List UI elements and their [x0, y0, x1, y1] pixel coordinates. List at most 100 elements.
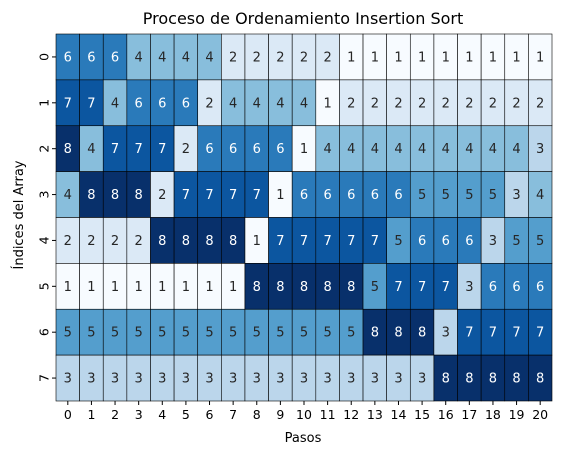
cell-value-label: 8 — [111, 188, 119, 203]
cell-value-label: 4 — [205, 50, 213, 65]
cell-value-label: 5 — [347, 326, 355, 341]
cell-value-label: 5 — [253, 326, 261, 341]
cell-value-label: 4 — [489, 142, 497, 157]
cell-value-label: 2 — [158, 188, 166, 203]
cell-value-label: 7 — [87, 96, 95, 111]
x-tick-label: 12 — [343, 407, 359, 422]
cell-value-label: 6 — [182, 96, 190, 111]
x-tick-label: 17 — [461, 407, 477, 422]
cell-value-label: 5 — [536, 234, 544, 249]
cell-value-label: 1 — [182, 280, 190, 295]
cell-value-label: 7 — [465, 326, 473, 341]
cell-value-label: 6 — [512, 280, 520, 295]
cell-value-label: 6 — [205, 142, 213, 157]
cell-value-label: 2 — [135, 234, 143, 249]
cell-value-label: 3 — [442, 326, 450, 341]
cell-value-label: 3 — [536, 142, 544, 157]
cell-value-label: 6 — [347, 188, 355, 203]
cell-value-label: 6 — [394, 188, 402, 203]
cell-value-label: 3 — [489, 234, 497, 249]
cell-value-label: 8 — [512, 372, 520, 387]
x-tick-label: 16 — [438, 407, 454, 422]
cell-value-label: 4 — [442, 142, 450, 157]
cell-value-label: 1 — [465, 50, 473, 65]
cell-value-label: 1 — [205, 280, 213, 295]
cell-value-label: 6 — [253, 142, 261, 157]
cell-value-label: 1 — [135, 280, 143, 295]
cell-value-label: 3 — [205, 372, 213, 387]
cell-value-label: 3 — [300, 372, 308, 387]
cell-value-label: 5 — [135, 326, 143, 341]
x-tick-label: 5 — [182, 407, 190, 422]
cell-value-label: 8 — [229, 234, 237, 249]
cell-value-label: 6 — [276, 142, 284, 157]
cell-value-label: 6 — [371, 188, 379, 203]
cell-value-label: 4 — [111, 96, 119, 111]
cell-value-label: 1 — [371, 50, 379, 65]
cell-value-label: 8 — [135, 188, 143, 203]
y-tick-label: 3 — [36, 191, 51, 199]
cell-value-label: 8 — [394, 326, 402, 341]
y-tick-label: 1 — [36, 99, 51, 107]
cell-value-label: 3 — [418, 372, 426, 387]
y-tick-label: 6 — [36, 328, 51, 336]
cell-value-label: 1 — [512, 50, 520, 65]
cell-value-label: 1 — [536, 50, 544, 65]
cell-value-label: 7 — [418, 280, 426, 295]
cell-value-label: 4 — [300, 96, 308, 111]
cell-value-label: 1 — [229, 280, 237, 295]
cell-value-label: 5 — [512, 234, 520, 249]
cell-value-label: 4 — [536, 188, 544, 203]
cell-value-label: 5 — [182, 326, 190, 341]
cell-value-label: 8 — [371, 326, 379, 341]
cell-value-label: 5 — [64, 326, 72, 341]
cell-value-label: 1 — [347, 50, 355, 65]
cell-value-label: 1 — [442, 50, 450, 65]
cell-value-label: 7 — [489, 326, 497, 341]
cell-value-label: 6 — [323, 188, 331, 203]
cell-value-label: 1 — [276, 188, 284, 203]
y-axis-ticks: 0 1 2 3 4 5 6 7 — [36, 53, 56, 382]
x-axis-ticks: 0 1 2 3 4 5 6 7 8 9 10 11 12 13 14 15 16 17 18 19 20 — [64, 401, 548, 422]
cell-value-label: 3 — [276, 372, 284, 387]
cell-value-label: 4 — [512, 142, 520, 157]
cell-value-label: 4 — [347, 142, 355, 157]
cell-value-label: 8 — [347, 280, 355, 295]
cell-value-label: 4 — [394, 142, 402, 157]
cell-value-label: 4 — [87, 142, 95, 157]
y-tick-label: 5 — [36, 282, 51, 290]
cell-value-label: 5 — [205, 326, 213, 341]
cell-value-label: 6 — [536, 280, 544, 295]
x-tick-label: 9 — [276, 407, 284, 422]
cell-value-label: 2 — [489, 96, 497, 111]
cell-value-label: 4 — [465, 142, 473, 157]
cell-value-label: 8 — [205, 234, 213, 249]
cell-value-label: 3 — [64, 372, 72, 387]
cell-value-label: 7 — [300, 234, 308, 249]
cell-value-label: 7 — [323, 234, 331, 249]
heatmap-cells: 6 6 6 4 4 4 4 2 2 2 2 2 1 1 1 1 1 1 1 1 17 7 4 6 6 6 2 4 4 4 4 1 2 2 2 2 2 2 2… — [55, 33, 553, 402]
cell-value-label: 4 — [323, 142, 331, 157]
cell-value-label: 8 — [87, 188, 95, 203]
cell-value-label: 7 — [64, 96, 72, 111]
cell-value-label: 6 — [135, 96, 143, 111]
cell-value-label: 6 — [87, 50, 95, 65]
x-tick-label: 1 — [87, 407, 95, 422]
cell-value-label: 6 — [64, 50, 72, 65]
cell-value-label: 5 — [300, 326, 308, 341]
cell-value-label: 4 — [182, 50, 190, 65]
cell-value-label: 1 — [111, 280, 119, 295]
x-tick-label: 11 — [320, 407, 336, 422]
cell-value-label: 2 — [300, 50, 308, 65]
x-tick-label: 6 — [206, 407, 214, 422]
cell-value-label: 8 — [64, 142, 72, 157]
cell-value-label: 2 — [418, 96, 426, 111]
cell-value-label: 8 — [442, 372, 450, 387]
cell-value-label: 2 — [253, 50, 261, 65]
cell-value-label: 5 — [371, 280, 379, 295]
cell-value-label: 6 — [111, 50, 119, 65]
cell-value-label: 7 — [253, 188, 261, 203]
cell-value-label: 3 — [323, 372, 331, 387]
cell-value-label: 6 — [465, 234, 473, 249]
cell-value-label: 1 — [394, 50, 402, 65]
